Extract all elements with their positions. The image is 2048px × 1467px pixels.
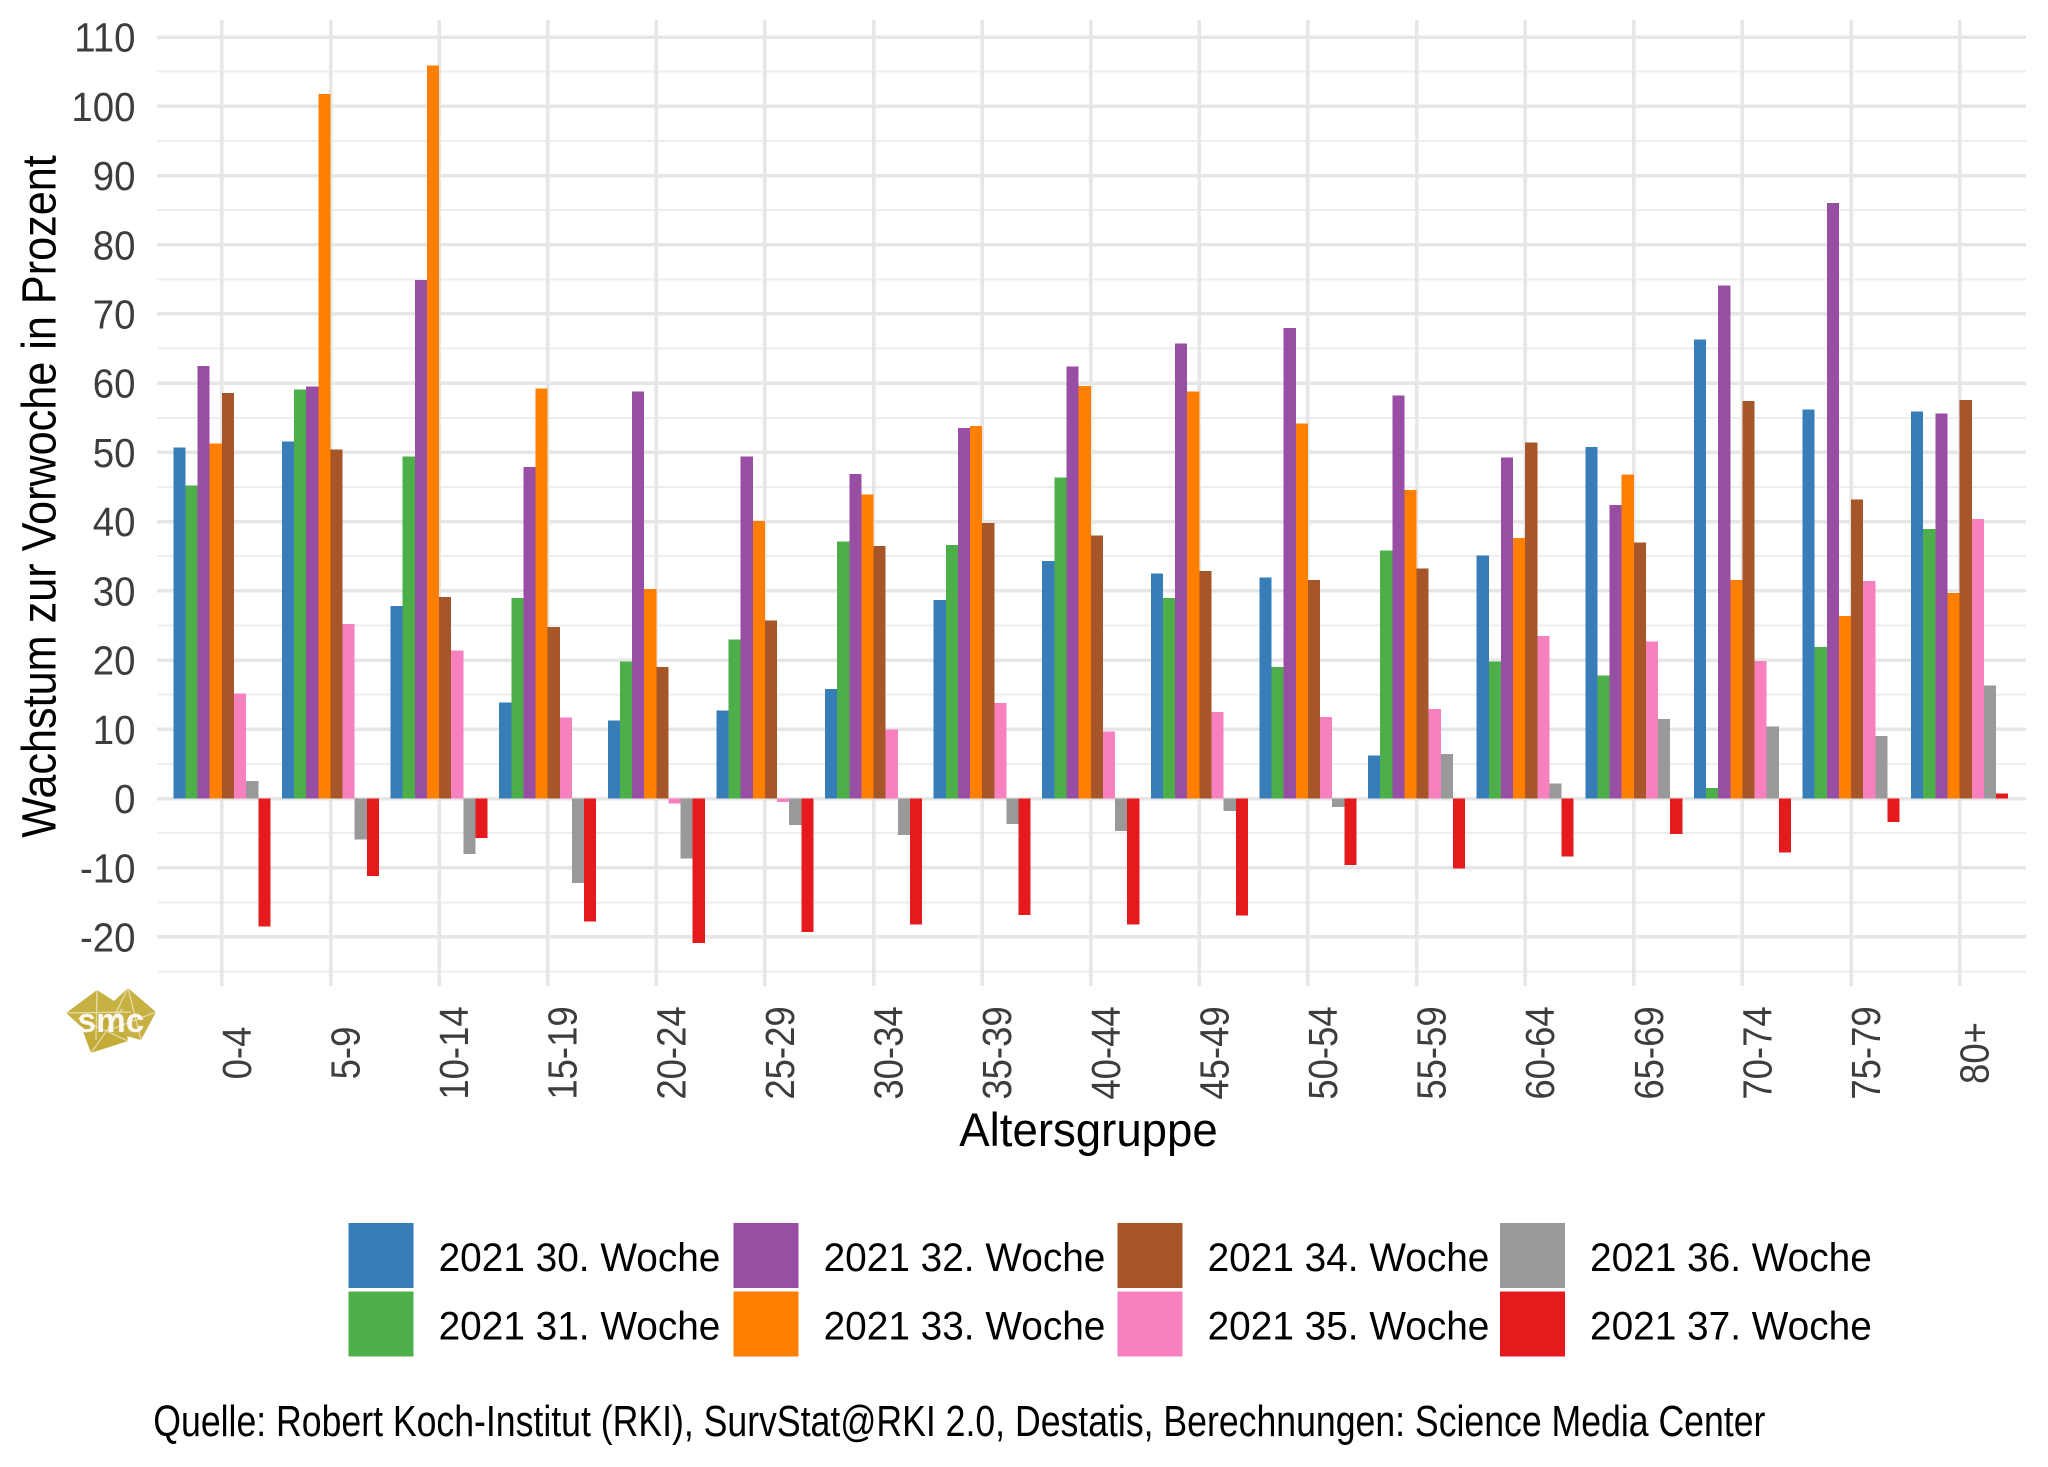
svg-text:50: 50	[93, 431, 136, 476]
svg-text:2021 30. Woche: 2021 30. Woche	[439, 1236, 721, 1281]
svg-text:100: 100	[71, 85, 135, 130]
svg-text:70-74: 70-74	[1735, 1006, 1780, 1099]
svg-text:2021 34. Woche: 2021 34. Woche	[1208, 1236, 1490, 1281]
svg-text:30: 30	[93, 569, 136, 614]
svg-text:25-29: 25-29	[758, 1006, 803, 1099]
svg-text:40: 40	[93, 500, 136, 545]
svg-text:65-69: 65-69	[1627, 1006, 1672, 1099]
svg-text:Wachstum zur Vorwoche in Proze: Wachstum zur Vorwoche in Prozent	[12, 155, 66, 838]
svg-text:2021 37. Woche: 2021 37. Woche	[1590, 1304, 1872, 1349]
svg-text:5-9: 5-9	[324, 1027, 369, 1080]
svg-text:2021 32. Woche: 2021 32. Woche	[824, 1236, 1106, 1281]
svg-text:70: 70	[93, 292, 136, 337]
svg-text:Quelle: Robert Koch-Institut (: Quelle: Robert Koch-Institut (RKI), Surv…	[153, 1398, 1765, 1446]
svg-text:-20: -20	[80, 915, 136, 960]
svg-text:0-4: 0-4	[215, 1027, 260, 1080]
svg-text:80: 80	[93, 223, 136, 268]
svg-text:2021 31. Woche: 2021 31. Woche	[439, 1304, 721, 1349]
svg-text:10-14: 10-14	[432, 1006, 477, 1099]
svg-text:smc: smc	[78, 1003, 145, 1040]
svg-text:20: 20	[93, 638, 136, 683]
svg-text:2021 35. Woche: 2021 35. Woche	[1208, 1304, 1490, 1349]
svg-text:40-44: 40-44	[1084, 1006, 1129, 1099]
svg-text:50-54: 50-54	[1301, 1006, 1346, 1099]
svg-text:55-59: 55-59	[1410, 1006, 1455, 1099]
svg-text:35-39: 35-39	[975, 1006, 1020, 1099]
svg-text:2021 33. Woche: 2021 33. Woche	[824, 1304, 1106, 1349]
svg-text:60-64: 60-64	[1518, 1006, 1563, 1099]
svg-text:10: 10	[93, 708, 136, 753]
svg-text:15-19: 15-19	[541, 1006, 586, 1099]
svg-text:-10: -10	[80, 846, 136, 891]
svg-text:20-24: 20-24	[649, 1006, 694, 1099]
svg-text:0: 0	[114, 777, 135, 822]
svg-text:90: 90	[93, 154, 136, 199]
svg-text:110: 110	[74, 15, 135, 60]
svg-text:30-34: 30-34	[867, 1006, 912, 1099]
svg-text:75-79: 75-79	[1844, 1006, 1889, 1099]
svg-text:Altersgruppe: Altersgruppe	[959, 1103, 1217, 1156]
svg-text:45-49: 45-49	[1192, 1006, 1237, 1099]
svg-text:60: 60	[93, 362, 136, 407]
svg-text:80+: 80+	[1953, 1022, 1998, 1084]
svg-text:2021 36. Woche: 2021 36. Woche	[1590, 1236, 1872, 1281]
